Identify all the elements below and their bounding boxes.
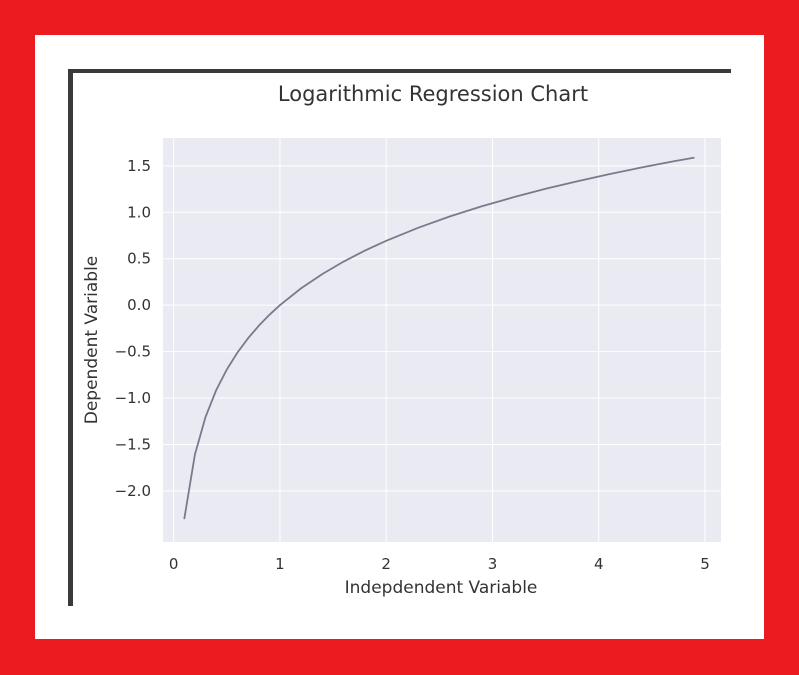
y-tick-label: 1.5	[127, 157, 151, 175]
y-tick-labels: 1.5 1.0 0.5 0.0 −0.5 −1.0 −1.5 −2.0	[115, 157, 151, 500]
x-tick-label: 2	[381, 555, 391, 573]
left-border	[68, 69, 73, 606]
x-tick-label: 0	[169, 555, 179, 573]
y-axis-label: Dependent Variable	[82, 256, 102, 425]
y-tick-label: 0.0	[127, 296, 151, 314]
plot-area	[163, 138, 721, 542]
y-tick-label: −1.0	[115, 389, 151, 407]
x-gridlines	[173, 138, 706, 542]
y-tick-label: 1.0	[127, 203, 151, 221]
x-tick-label: 4	[594, 555, 604, 573]
series-line-ln	[183, 156, 695, 520]
x-axis-label: Indepdendent Variable	[345, 578, 538, 598]
chart-title: Logarithmic Regression Chart	[278, 82, 588, 106]
x-tick-label: 1	[275, 555, 285, 573]
y-tick-label: 0.5	[127, 250, 151, 268]
x-tick-label: 5	[700, 555, 710, 573]
top-border	[68, 69, 731, 73]
x-tick-label: 3	[488, 555, 498, 573]
y-tick-label: −2.0	[115, 482, 151, 500]
y-tick-label: −1.5	[115, 435, 151, 453]
y-tick-label: −0.5	[115, 343, 151, 361]
y-gridlines	[163, 165, 721, 492]
x-tick-labels: 0 1 2 3 4 5	[169, 555, 710, 573]
